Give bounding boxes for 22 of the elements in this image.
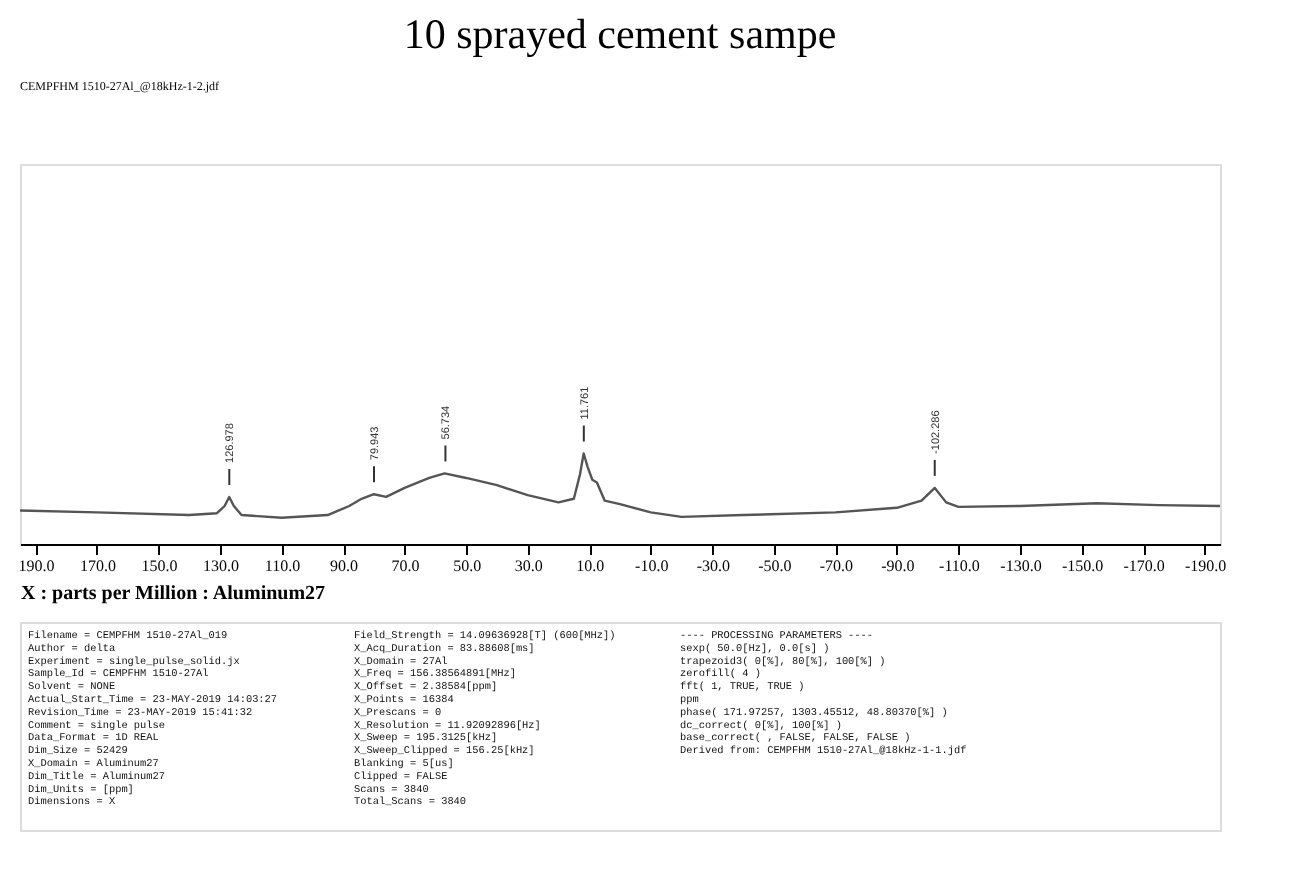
- x-tick-label: -30.0: [696, 557, 730, 575]
- x-tick-label: -10.0: [635, 557, 669, 575]
- x-tick-label: 130.0: [203, 557, 239, 575]
- x-tick-label: 90.0: [330, 557, 359, 575]
- x-tick-label: 50.0: [453, 557, 482, 575]
- x-tick-label: 110.0: [264, 557, 301, 575]
- x-tick-label: 190.0: [18, 557, 55, 575]
- x-tick-label: 70.0: [391, 557, 420, 575]
- x-tick-label: -110.0: [939, 557, 980, 575]
- x-tick-label: -130.0: [1000, 557, 1042, 575]
- x-tick-label: -170.0: [1123, 557, 1165, 575]
- chart-title: 10 sprayed cement sampe: [403, 10, 837, 58]
- x-tick-label: -150.0: [1061, 557, 1104, 575]
- x-tick-label: 10.0: [576, 557, 605, 575]
- x-tick-label: -90.0: [881, 557, 915, 575]
- x-tick-label: -70.0: [819, 557, 854, 575]
- x-tick-label: -50.0: [758, 557, 792, 575]
- x-axis-title: X : parts per Million : Aluminum27: [21, 583, 326, 605]
- x-tick-label: -190.0: [1184, 557, 1227, 575]
- x-tick-label: 150.0: [141, 557, 178, 575]
- x-tick-label: 30.0: [514, 557, 543, 575]
- x-tick-label: 170.0: [79, 557, 116, 575]
